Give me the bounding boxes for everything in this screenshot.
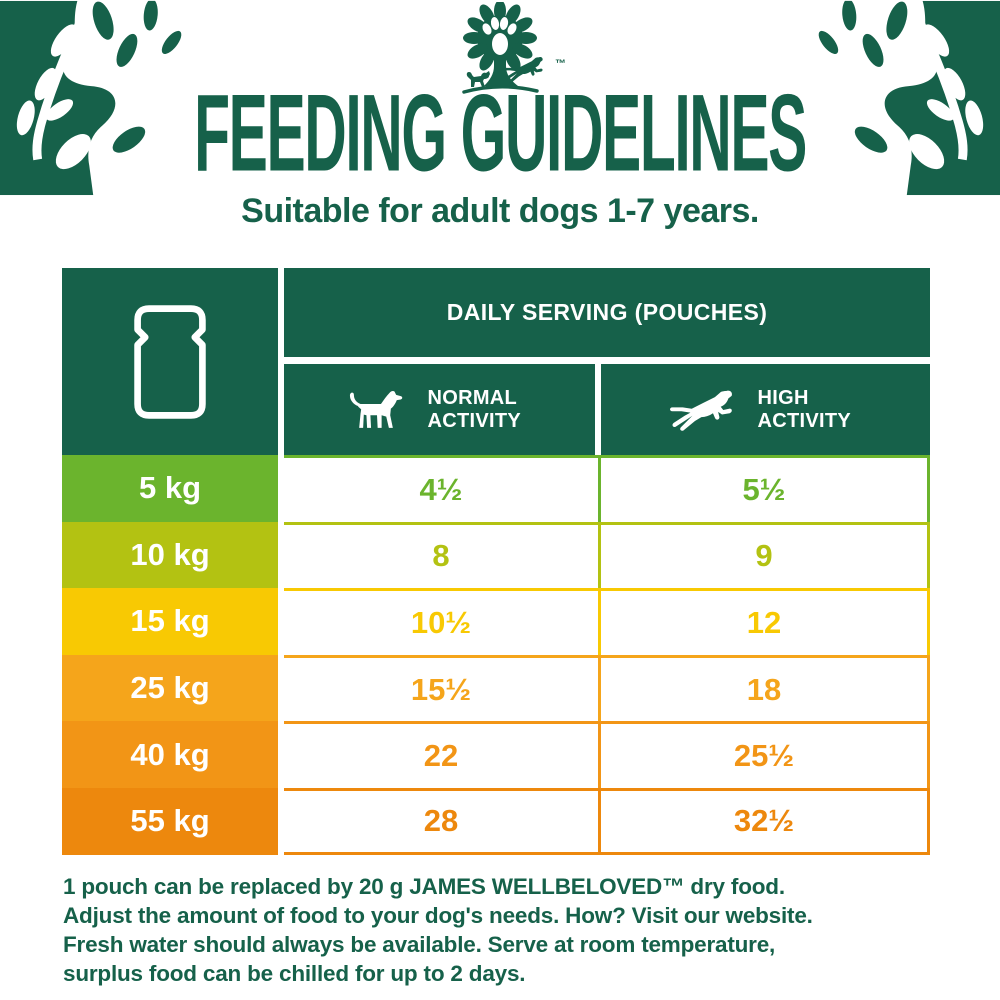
normal-activity-label: NORMAL ACTIVITY — [427, 386, 522, 432]
weight-cell: 15 kg — [62, 588, 278, 655]
normal-serving-cell: 10½ — [284, 588, 601, 655]
table-row: 5 kg 4½ 5½ — [62, 455, 930, 522]
table-body: 5 kg 4½ 5½ 10 kg 8 9 15 kg 10½ 12 25 kg … — [62, 455, 930, 855]
table-row: 25 kg 15½ 18 — [62, 654, 930, 722]
high-activity-header: HIGH ACTIVITY — [601, 364, 930, 455]
table-header: DAILY SERVING (POUCHES) NORMAL ACTIVITY … — [62, 268, 930, 455]
normal-serving-cell: 22 — [284, 721, 601, 788]
high-serving-cell: 9 — [601, 521, 930, 589]
activity-header-row: NORMAL ACTIVITY HIGH ACTIVITY — [284, 364, 930, 455]
normal-serving-cell: 4½ — [284, 455, 601, 522]
footnote-line: surplus food can be chilled for up to 2 … — [63, 961, 526, 986]
pouch-icon — [124, 301, 216, 423]
normal-serving-cell: 15½ — [284, 654, 601, 722]
standing-dog-icon — [344, 389, 410, 431]
table-row: 40 kg 22 25½ — [62, 721, 930, 788]
weight-cell: 55 kg — [62, 787, 278, 855]
normal-serving-cell: 28 — [284, 787, 601, 855]
serving-header: DAILY SERVING (POUCHES) — [284, 268, 930, 357]
trademark-symbol: ™ — [555, 58, 566, 70]
footnotes: 1 pouch can be replaced by 20 g JAMES WE… — [63, 872, 813, 988]
high-serving-cell: 5½ — [601, 455, 930, 522]
brand-logo: ™ — [440, 2, 566, 98]
jumping-dog-icon — [666, 387, 740, 433]
normal-activity-header: NORMAL ACTIVITY — [284, 364, 595, 455]
footnote-line: Fresh water should always be available. … — [63, 932, 776, 957]
pouch-header-cell — [62, 268, 278, 455]
weight-cell: 5 kg — [62, 455, 278, 522]
footnote-line: 1 pouch can be replaced by 20 g JAMES WE… — [63, 874, 785, 899]
high-serving-cell: 18 — [601, 654, 930, 722]
page-title: FEEDING GUIDELINES — [0, 78, 1000, 187]
normal-serving-cell: 8 — [284, 521, 601, 589]
page-title-text: FEEDING GUIDELINES — [194, 71, 807, 194]
page-subtitle: Suitable for adult dogs 1-7 years. — [241, 192, 759, 230]
table-row: 55 kg 28 32½ — [62, 787, 930, 855]
weight-cell: 40 kg — [62, 721, 278, 788]
high-serving-cell: 25½ — [601, 721, 930, 788]
weight-cell: 25 kg — [62, 654, 278, 722]
table-row: 15 kg 10½ 12 — [62, 588, 930, 655]
high-activity-label: HIGH ACTIVITY — [757, 386, 852, 432]
footnote-line: Adjust the amount of food to your dog's … — [63, 903, 813, 928]
table-row: 10 kg 8 9 — [62, 521, 930, 589]
high-serving-cell: 32½ — [601, 787, 930, 855]
high-serving-cell: 12 — [601, 588, 930, 655]
weight-cell: 10 kg — [62, 521, 278, 589]
feeding-table: DAILY SERVING (POUCHES) NORMAL ACTIVITY … — [62, 268, 930, 855]
